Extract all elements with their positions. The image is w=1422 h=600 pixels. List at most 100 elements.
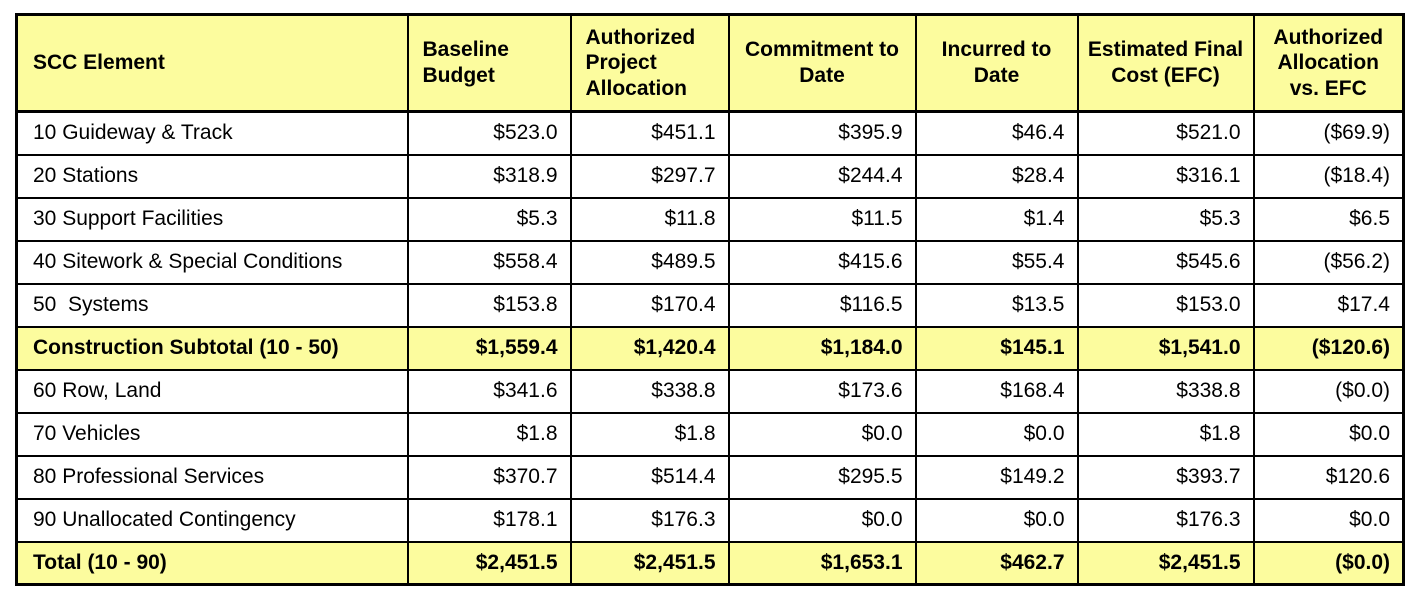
cell-incurred-to-date: $462.7 xyxy=(914,540,1079,586)
column-header-commitment-to-date: Commitment to Date xyxy=(727,13,917,113)
cell-authorized-project-allocation: $338.8 xyxy=(569,368,730,414)
row-label: 10 Guideway & Track xyxy=(15,110,409,156)
cell-baseline-budget: $1.8 xyxy=(406,411,572,457)
cell-incurred-to-date: $0.0 xyxy=(914,497,1079,543)
row-label: 20 Stations xyxy=(15,153,409,199)
cell-authorized-project-allocation: $11.8 xyxy=(569,196,730,242)
cell-commitment-to-date: $415.6 xyxy=(727,239,917,285)
cell-estimated-final-cost-efc: $2,451.5 xyxy=(1076,540,1255,586)
header-row: SCC Element Baseline Budget Authorized Pro… xyxy=(15,13,1405,113)
summary-row: Total (10 - 90) $2,451.5 $2,451.5 $1,653.1 $… xyxy=(15,540,1405,586)
cell-baseline-budget: $2,451.5 xyxy=(406,540,572,586)
table-row: 10 Guideway & Track $523.0 $451.1 $395.9 $46… xyxy=(15,110,1405,156)
row-label: 60 Row, Land xyxy=(15,368,409,414)
cell-baseline-budget: $341.6 xyxy=(406,368,572,414)
row-label: Construction Subtotal (10 - 50) xyxy=(15,325,409,371)
scc-cost-table-container: SCC Element Baseline Budget Authorized Pro… xyxy=(15,13,1405,586)
row-label: 90 Unallocated Contingency xyxy=(15,497,409,543)
cell-baseline-budget: $318.9 xyxy=(406,153,572,199)
column-header-authorized-project-allocation: Authorized Project Allocation xyxy=(569,13,730,113)
cell-incurred-to-date: $28.4 xyxy=(914,153,1079,199)
table-body: 10 Guideway & Track $523.0 $451.1 $395.9 $46… xyxy=(15,110,1405,586)
cell-authorized-project-allocation: $489.5 xyxy=(569,239,730,285)
table-row: 50 Systems $153.8 $170.4 $116.5 $13.5 $153.0 $… xyxy=(15,282,1405,328)
cell-commitment-to-date: $11.5 xyxy=(727,196,917,242)
cell-authorized-project-allocation: $1,420.4 xyxy=(569,325,730,371)
cell-authorized-project-allocation: $170.4 xyxy=(569,282,730,328)
cell-authorized-project-allocation: $297.7 xyxy=(569,153,730,199)
cell-incurred-to-date: $0.0 xyxy=(914,411,1079,457)
cell-authorized-allocation-vs-efc: $17.4 xyxy=(1252,282,1405,328)
cell-baseline-budget: $178.1 xyxy=(406,497,572,543)
cell-baseline-budget: $523.0 xyxy=(406,110,572,156)
column-header-authorized-allocation-vs-efc: Authorized Allocation vs. EFC xyxy=(1252,13,1405,113)
cell-baseline-budget: $558.4 xyxy=(406,239,572,285)
cell-estimated-final-cost-efc: $1.8 xyxy=(1076,411,1255,457)
cell-incurred-to-date: $55.4 xyxy=(914,239,1079,285)
cell-authorized-allocation-vs-efc: ($0.0) xyxy=(1252,540,1405,586)
cell-authorized-allocation-vs-efc: ($56.2) xyxy=(1252,239,1405,285)
cell-baseline-budget: $370.7 xyxy=(406,454,572,500)
column-header-baseline-budget: Baseline Budget xyxy=(406,13,572,113)
cell-authorized-project-allocation: $176.3 xyxy=(569,497,730,543)
cell-commitment-to-date: $116.5 xyxy=(727,282,917,328)
cell-authorized-allocation-vs-efc: ($120.6) xyxy=(1252,325,1405,371)
cell-authorized-project-allocation: $451.1 xyxy=(569,110,730,156)
cell-estimated-final-cost-efc: $5.3 xyxy=(1076,196,1255,242)
cell-incurred-to-date: $1.4 xyxy=(914,196,1079,242)
table-row: 60 Row, Land $341.6 $338.8 $173.6 $168.4 $338… xyxy=(15,368,1405,414)
cell-authorized-allocation-vs-efc: ($18.4) xyxy=(1252,153,1405,199)
cell-commitment-to-date: $244.4 xyxy=(727,153,917,199)
column-header-incurred-to-date: Incurred to Date xyxy=(914,13,1079,113)
cell-commitment-to-date: $395.9 xyxy=(727,110,917,156)
row-label: 30 Support Facilities xyxy=(15,196,409,242)
column-header-scc-element: SCC Element xyxy=(15,13,409,113)
cell-estimated-final-cost-efc: $153.0 xyxy=(1076,282,1255,328)
cell-commitment-to-date: $1,653.1 xyxy=(727,540,917,586)
table-row: 70 Vehicles $1.8 $1.8 $0.0 $0.0 $1.8 $0.0 xyxy=(15,411,1405,457)
cell-authorized-allocation-vs-efc: $6.5 xyxy=(1252,196,1405,242)
cell-estimated-final-cost-efc: $176.3 xyxy=(1076,497,1255,543)
cell-authorized-project-allocation: $2,451.5 xyxy=(569,540,730,586)
cell-authorized-allocation-vs-efc: $120.6 xyxy=(1252,454,1405,500)
column-header-estimated-final-cost-efc: Estimated Final Cost (EFC) xyxy=(1076,13,1255,113)
cell-estimated-final-cost-efc: $316.1 xyxy=(1076,153,1255,199)
cell-incurred-to-date: $13.5 xyxy=(914,282,1079,328)
table-row: 30 Support Facilities $5.3 $11.8 $11.5 $1.4 $… xyxy=(15,196,1405,242)
cell-commitment-to-date: $0.0 xyxy=(727,411,917,457)
cell-estimated-final-cost-efc: $521.0 xyxy=(1076,110,1255,156)
cell-estimated-final-cost-efc: $1,541.0 xyxy=(1076,325,1255,371)
cell-incurred-to-date: $149.2 xyxy=(914,454,1079,500)
cell-authorized-allocation-vs-efc: ($0.0) xyxy=(1252,368,1405,414)
cell-commitment-to-date: $0.0 xyxy=(727,497,917,543)
summary-row: Construction Subtotal (10 - 50) $1,559.4 $… xyxy=(15,325,1405,371)
row-label: 70 Vehicles xyxy=(15,411,409,457)
table-row: 40 Sitework & Special Conditions $558.4 $4… xyxy=(15,239,1405,285)
scc-cost-table: SCC Element Baseline Budget Authorized Pro… xyxy=(15,13,1405,586)
cell-baseline-budget: $153.8 xyxy=(406,282,572,328)
cell-authorized-allocation-vs-efc: $0.0 xyxy=(1252,411,1405,457)
table-row: 80 Professional Services $370.7 $514.4 $295… xyxy=(15,454,1405,500)
row-label: 40 Sitework & Special Conditions xyxy=(15,239,409,285)
row-label: Total (10 - 90) xyxy=(15,540,409,586)
row-label: 50 Systems xyxy=(15,282,409,328)
cell-commitment-to-date: $295.5 xyxy=(727,454,917,500)
cell-estimated-final-cost-efc: $393.7 xyxy=(1076,454,1255,500)
cell-authorized-project-allocation: $514.4 xyxy=(569,454,730,500)
cell-incurred-to-date: $46.4 xyxy=(914,110,1079,156)
cell-authorized-allocation-vs-efc: ($69.9) xyxy=(1252,110,1405,156)
cell-incurred-to-date: $168.4 xyxy=(914,368,1079,414)
table-header: SCC Element Baseline Budget Authorized Pro… xyxy=(15,13,1405,113)
cell-estimated-final-cost-efc: $338.8 xyxy=(1076,368,1255,414)
table-row: 90 Unallocated Contingency $178.1 $176.3 $0… xyxy=(15,497,1405,543)
cell-authorized-allocation-vs-efc: $0.0 xyxy=(1252,497,1405,543)
cell-commitment-to-date: $173.6 xyxy=(727,368,917,414)
row-label: 80 Professional Services xyxy=(15,454,409,500)
cell-incurred-to-date: $145.1 xyxy=(914,325,1079,371)
table-row: 20 Stations $318.9 $297.7 $244.4 $28.4 $316.1… xyxy=(15,153,1405,199)
cell-authorized-project-allocation: $1.8 xyxy=(569,411,730,457)
cell-baseline-budget: $5.3 xyxy=(406,196,572,242)
cell-estimated-final-cost-efc: $545.6 xyxy=(1076,239,1255,285)
cell-baseline-budget: $1,559.4 xyxy=(406,325,572,371)
cell-commitment-to-date: $1,184.0 xyxy=(727,325,917,371)
